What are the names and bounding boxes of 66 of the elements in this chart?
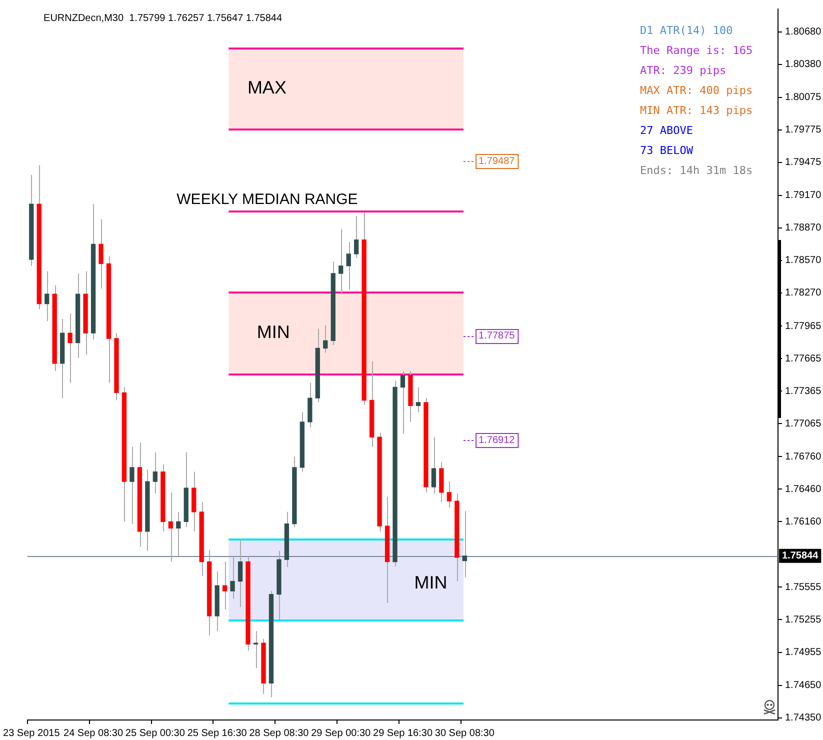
y-tick-label: 1.74650 — [785, 680, 822, 692]
candlestick — [98, 218, 104, 290]
annotation: ATR: 239 pips — [640, 64, 726, 77]
y-tick-label: 1.78570 — [785, 255, 822, 266]
candlestick — [68, 313, 72, 384]
annotation: MAX ATR: 400 pips — [640, 84, 753, 97]
x-tick-label: 29 Sep 00:30 — [311, 728, 372, 739]
candlestick — [130, 446, 134, 524]
candlestick — [323, 324, 328, 354]
y-tick-label: 1.76160 — [785, 516, 822, 528]
y-tick-label: 1.78270 — [785, 288, 822, 299]
chart-title: EURNZDecn,M30 1.75799 1.76257 1.75647 1.75844 — [44, 12, 282, 24]
candlestick — [462, 510, 467, 578]
candlestick — [152, 452, 158, 494]
y-tick-label: 1.79170 — [785, 190, 822, 202]
band-label: MIN — [414, 572, 448, 593]
y-tick-label: 1.80075 — [785, 92, 822, 104]
ref-line-label: 1.75844 — [782, 550, 819, 562]
annotation: 1.79487 — [478, 156, 516, 167]
y-tick-label: 1.78870 — [785, 222, 822, 234]
candlestick — [338, 228, 344, 295]
y-tick-label: 1.76760 — [785, 451, 822, 462]
x-tick-label: 29 Sep 16:30 — [373, 728, 433, 739]
y-tick-label: 1.74350 — [785, 712, 822, 724]
candlestick — [446, 481, 452, 508]
ref-line-label: WEEKLY MEDIAN RANGE — [176, 191, 358, 208]
candlestick — [253, 630, 258, 668]
annotation: D1 ATR(14) 100 — [640, 24, 733, 37]
x-tick-label: 30 Sep 08:30 — [434, 728, 495, 739]
x-tick-label: 24 Sep 08:30 — [64, 728, 124, 739]
candlestick — [168, 492, 173, 562]
y-tick-label: 1.74955 — [785, 647, 822, 658]
candlestick — [222, 561, 228, 610]
candlestick — [238, 538, 243, 608]
y-tick-label: 1.77065 — [785, 418, 822, 430]
annotation: Ends: 14h 31m 18s — [640, 164, 753, 177]
y-tick-label: 1.76460 — [785, 484, 822, 495]
y-tick-label: 1.80680 — [785, 26, 822, 38]
annotation: 73 BELOW — [640, 144, 694, 157]
y-tick-label: 1.79475 — [785, 157, 822, 168]
y-tick-label: 1.77365 — [785, 386, 822, 397]
band-label: MAX — [247, 78, 286, 98]
x-tick-label: 25 Sep 00:30 — [125, 728, 186, 739]
x-tick-label: 28 Sep 08:30 — [249, 728, 310, 739]
candlestick — [431, 436, 436, 494]
y-tick-label: 1.75255 — [785, 614, 822, 626]
x-tick-label: 23 Sep 2015 — [3, 728, 60, 739]
y-tick-label: 1.80380 — [785, 59, 822, 70]
annotation: MIN ATR: 143 pips — [640, 104, 753, 117]
candlestick — [354, 216, 359, 259]
annotation: The Range is: 165 — [640, 44, 753, 57]
candlestick — [44, 270, 50, 322]
annotation: 1.76912 — [478, 434, 516, 446]
annotation: 27 ABOVE — [640, 124, 693, 137]
annotation: 1.77875 — [478, 330, 516, 342]
x-tick-label: 25 Sep 16:30 — [187, 728, 248, 739]
band-label: MIN — [256, 322, 290, 342]
candlestick — [346, 242, 351, 290]
y-tick-label: 1.77965 — [785, 320, 822, 332]
candlestick — [176, 511, 181, 557]
candlestick — [416, 386, 421, 413]
candlestick — [400, 370, 406, 434]
candlestick — [230, 556, 235, 600]
y-tick-label: 1.75555 — [785, 582, 822, 593]
y-tick-label: 1.77665 — [785, 353, 822, 364]
y-tick-label: 1.79775 — [785, 124, 822, 136]
